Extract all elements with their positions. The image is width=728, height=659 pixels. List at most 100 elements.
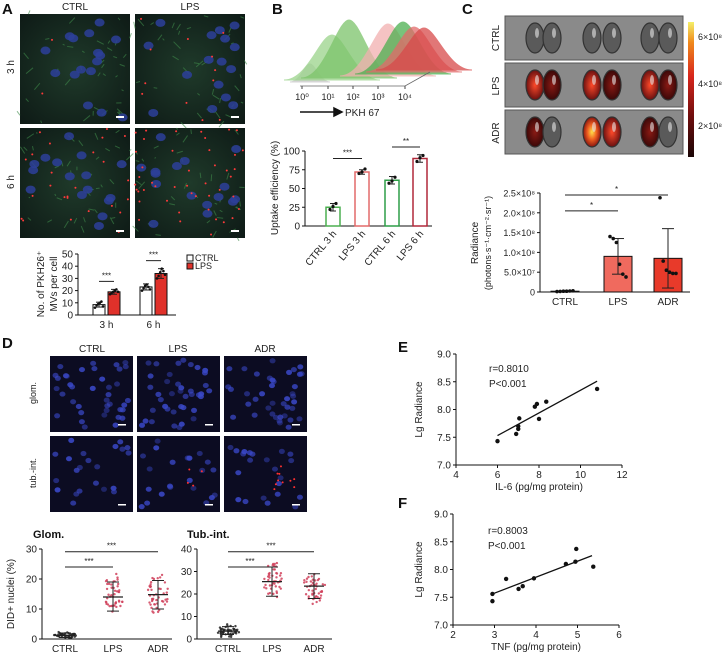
cytoskeleton-fiber [23,52,29,60]
pkh26-vesicle [222,31,225,34]
data-point [166,587,169,590]
significance-label: *** [107,542,116,551]
y-tick-label: 50 [62,250,74,261]
nucleus [82,101,93,110]
nucleus [280,401,287,407]
nucleus [229,21,240,30]
nucleus [81,424,88,430]
nucleus [54,413,61,419]
x-tick-label: 5 [575,630,581,641]
cytoskeleton-fiber [135,160,140,162]
cytoskeleton-fiber [31,146,34,151]
data-point [315,600,318,604]
did-signal [279,465,282,468]
nucleus [171,162,182,171]
data-point [222,628,225,632]
nucleus [155,18,166,27]
cytoskeleton-fiber [94,132,99,140]
scale-bar [292,424,300,426]
data-point [160,573,164,577]
nucleus [170,409,177,415]
y-tick-label: 20 [26,575,38,586]
pkh26-vesicle [69,218,72,221]
kidney [582,116,602,148]
nucleus [284,396,291,402]
nucleus [166,483,173,489]
cytoskeleton-fiber [113,56,118,59]
data-point [116,578,119,581]
y-axis-label: Uptake efficiency (%) [270,141,281,235]
nucleus [206,388,213,394]
data-point [307,595,310,598]
nucleus [272,414,279,421]
pkh26-vesicle [143,137,146,140]
pkh26-vesicle [149,48,152,51]
data-point [302,581,306,584]
pkh26-vesicle [101,136,104,139]
nucleus [291,383,298,390]
cytoskeleton-fiber [109,179,115,185]
nucleus [54,487,61,493]
column-label-ctrl: CTRL [62,2,89,13]
scale-bar [231,116,239,118]
data-point [317,592,321,595]
data-point [158,576,162,579]
cytoskeleton-fiber [27,10,31,15]
y-tick-label: 0 [530,288,535,298]
kidney [602,116,622,148]
pkh26-vesicle [215,218,218,221]
cytoskeleton-fiber [107,40,111,44]
y-axis-label: No. of PKH26⁺ [36,251,47,317]
cytoskeleton-fiber [236,206,238,209]
data-point [318,599,322,602]
nucleus [121,402,128,408]
data-point [272,568,275,571]
pkh26-vesicle [173,186,176,189]
data-point [271,563,274,567]
cytoskeleton-fiber [64,78,71,86]
cytoskeleton-fiber [180,122,187,129]
nucleus [148,419,155,425]
data-point [100,300,103,303]
y-tick-label: 30 [26,545,38,556]
nucleus [157,397,164,403]
scale-bar [205,424,213,426]
cytoskeleton-fiber [63,220,69,229]
nucleus [117,439,124,445]
nucleus [91,365,98,372]
data-point [163,603,167,606]
x-tick-label: 2 [450,630,456,641]
cytoskeleton-fiber [150,22,155,26]
pkh26-vesicle [190,192,193,195]
nucleus [92,480,99,486]
data-point [166,597,169,601]
data-point [115,605,118,609]
pkh26-vesicle [151,181,154,184]
y-tick-label: 30 [181,567,193,578]
cytoskeleton-fiber [96,40,104,45]
cytoskeleton-fiber [109,217,115,225]
x-tick-label: 4 [453,470,459,481]
nucleus [271,466,278,472]
data-point [108,604,111,608]
data-point [591,564,596,569]
cytoskeleton-fiber [213,210,217,216]
pkh26-vesicle [175,130,178,133]
pkh26-vesicle [66,195,69,198]
nucleus [225,384,232,390]
cytoskeleton-fiber [190,129,192,134]
nucleus [149,407,156,413]
nucleus [297,364,304,370]
pkh26-vesicle [211,55,214,58]
pkh26-vesicle [194,195,197,198]
data-point [624,275,628,279]
pkh26-vesicle [241,149,244,152]
did-signal [293,486,296,489]
x-axis-label: TNF (pg/mg protein) [491,642,581,653]
colorbar-tick-6e8: 6×10⁸ [698,32,722,42]
did-signal [186,481,189,484]
data-point [273,582,276,585]
kidney-highlight [535,75,539,85]
data-point [114,601,118,604]
